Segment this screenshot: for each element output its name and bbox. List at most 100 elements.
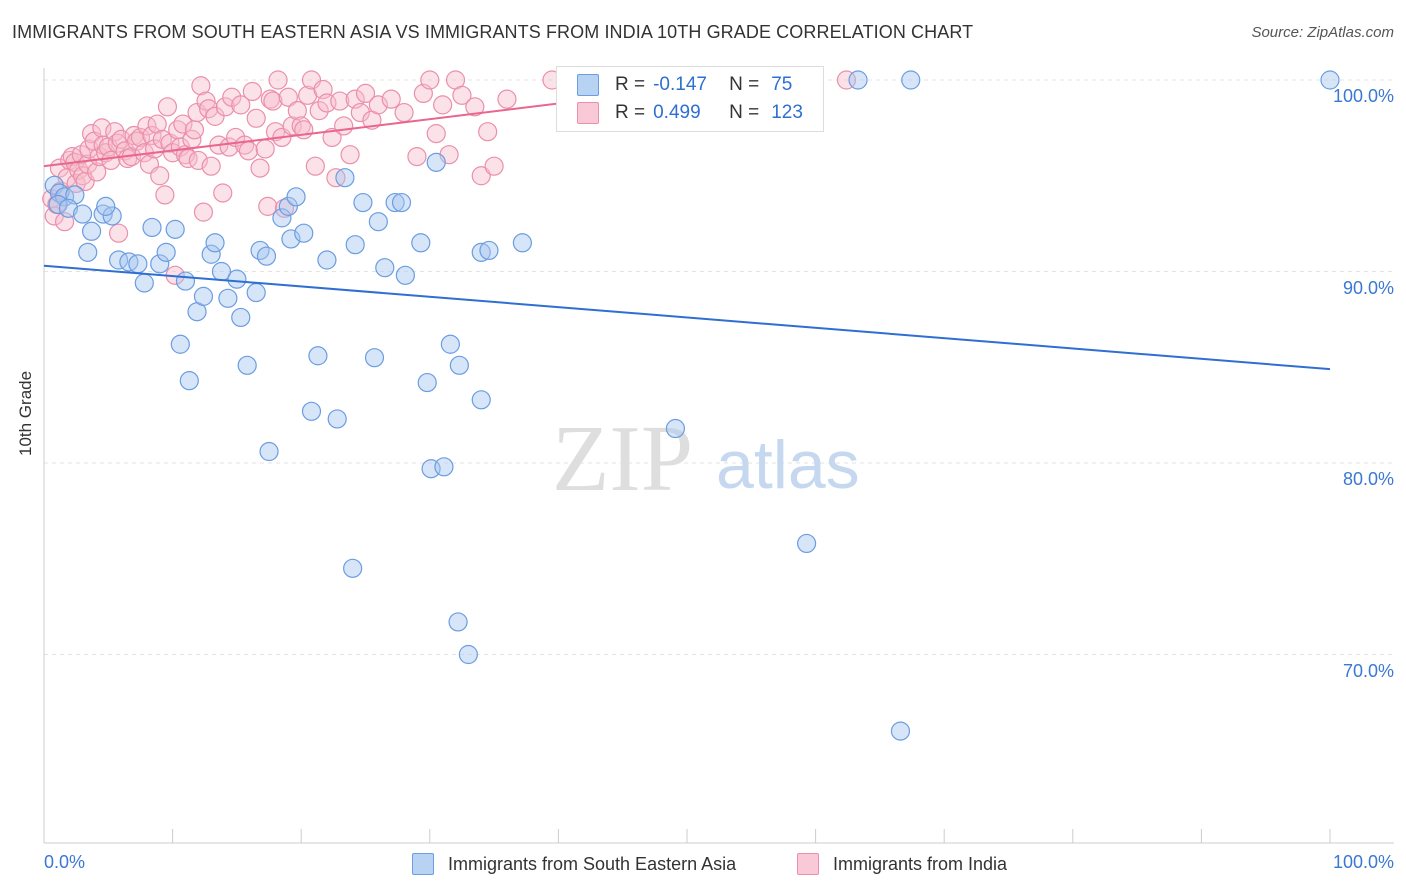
sea-point[interactable] xyxy=(368,212,388,232)
sea-point[interactable] xyxy=(479,240,499,261)
sea-point[interactable] xyxy=(426,152,446,172)
sea-point[interactable] xyxy=(308,346,328,366)
india-point[interactable] xyxy=(107,133,127,153)
sea-point[interactable] xyxy=(395,265,415,285)
sea-point[interactable] xyxy=(227,269,247,289)
india-point[interactable] xyxy=(836,70,857,90)
india-point[interactable] xyxy=(193,202,214,222)
india-point[interactable] xyxy=(250,158,270,178)
india-point[interactable] xyxy=(355,83,376,104)
india-point[interactable] xyxy=(255,139,275,159)
sea-point[interactable] xyxy=(246,282,266,303)
india-point[interactable] xyxy=(81,124,102,144)
india-point[interactable] xyxy=(150,166,170,186)
sea-point[interactable] xyxy=(345,235,365,255)
india-point[interactable] xyxy=(87,162,107,182)
sea-point[interactable] xyxy=(375,258,395,278)
india-point[interactable] xyxy=(484,156,504,176)
india-point[interactable] xyxy=(246,108,266,128)
india-point[interactable] xyxy=(381,89,401,109)
sea-point[interactable] xyxy=(205,233,225,253)
india-point[interactable] xyxy=(157,97,178,117)
india-point[interactable] xyxy=(205,106,225,126)
bottom-legend-sea[interactable]: Immigrants from South Eastern Asia xyxy=(412,852,736,876)
india-point[interactable] xyxy=(465,97,485,117)
sea-point[interactable] xyxy=(72,204,93,224)
sea-point[interactable] xyxy=(417,372,437,393)
india-point[interactable] xyxy=(184,120,205,140)
sea-point[interactable] xyxy=(134,273,154,293)
sea-point[interactable] xyxy=(353,192,373,213)
sea-point[interactable] xyxy=(201,244,221,264)
india-point[interactable] xyxy=(263,91,283,111)
india-point[interactable] xyxy=(238,141,259,161)
india-point[interactable] xyxy=(268,70,288,90)
india-point[interactable] xyxy=(258,196,278,216)
india-point[interactable] xyxy=(330,91,350,111)
sea-point[interactable] xyxy=(327,409,347,429)
sea-point[interactable] xyxy=(294,223,314,243)
india-point[interactable] xyxy=(350,102,370,123)
sea-point[interactable] xyxy=(1320,70,1340,90)
india-point[interactable] xyxy=(105,122,125,142)
sea-point[interactable] xyxy=(150,254,170,274)
sea-point[interactable] xyxy=(259,441,279,462)
india-point[interactable] xyxy=(101,150,121,171)
india-point[interactable] xyxy=(471,166,491,186)
india-point[interactable] xyxy=(199,99,219,119)
india-point[interactable] xyxy=(334,116,354,136)
sea-point[interactable] xyxy=(458,644,478,665)
sea-point[interactable] xyxy=(448,612,468,632)
sea-point[interactable] xyxy=(256,246,277,266)
sea-point[interactable] xyxy=(102,206,122,226)
india-point[interactable] xyxy=(322,127,342,148)
india-point[interactable] xyxy=(196,91,216,111)
sea-point[interactable] xyxy=(665,418,686,439)
sea-point[interactable] xyxy=(848,70,868,90)
india-point[interactable] xyxy=(231,95,251,115)
sea-point[interactable] xyxy=(364,348,385,368)
india-point[interactable] xyxy=(426,124,446,144)
sea-point[interactable] xyxy=(175,271,196,291)
india-point[interactable] xyxy=(215,97,235,117)
sea-point[interactable] xyxy=(237,355,257,375)
india-point[interactable] xyxy=(92,118,112,138)
sea-point[interactable] xyxy=(128,254,148,274)
india-point[interactable] xyxy=(340,145,360,165)
india-point[interactable] xyxy=(108,223,129,243)
india-point[interactable] xyxy=(191,76,211,96)
india-point[interactable] xyxy=(309,101,329,121)
india-point[interactable] xyxy=(407,147,427,167)
india-point[interactable] xyxy=(147,114,167,134)
india-point[interactable] xyxy=(433,95,453,115)
india-point[interactable] xyxy=(201,156,221,176)
sea-point[interactable] xyxy=(193,286,214,306)
sea-point[interactable] xyxy=(512,233,532,253)
sea-point[interactable] xyxy=(165,219,185,239)
sea-point[interactable] xyxy=(142,217,162,238)
india-point[interactable] xyxy=(478,122,498,142)
sea-point[interactable] xyxy=(440,334,460,354)
sea-point[interactable] xyxy=(796,533,817,554)
india-point[interactable] xyxy=(497,89,517,109)
sea-point[interactable] xyxy=(343,558,363,578)
india-point[interactable] xyxy=(394,102,414,123)
india-point[interactable] xyxy=(155,185,175,205)
sea-point[interactable] xyxy=(278,196,298,216)
sea-point[interactable] xyxy=(335,168,355,188)
sea-point[interactable] xyxy=(385,192,405,213)
sea-point[interactable] xyxy=(58,198,79,218)
bottom-legend-india[interactable]: Immigrants from India xyxy=(797,852,1007,876)
sea-point[interactable] xyxy=(286,187,306,207)
india-point[interactable] xyxy=(242,81,262,102)
india-point[interactable] xyxy=(111,129,131,149)
india-point[interactable] xyxy=(287,101,307,121)
india-point[interactable] xyxy=(173,114,193,134)
india-point[interactable] xyxy=(213,183,233,203)
sea-point[interactable] xyxy=(391,192,412,213)
sea-point[interactable] xyxy=(156,242,176,262)
india-point[interactable] xyxy=(305,156,325,176)
sea-point[interactable] xyxy=(48,194,68,215)
sea-point[interactable] xyxy=(81,221,102,241)
india-point[interactable] xyxy=(452,85,472,105)
